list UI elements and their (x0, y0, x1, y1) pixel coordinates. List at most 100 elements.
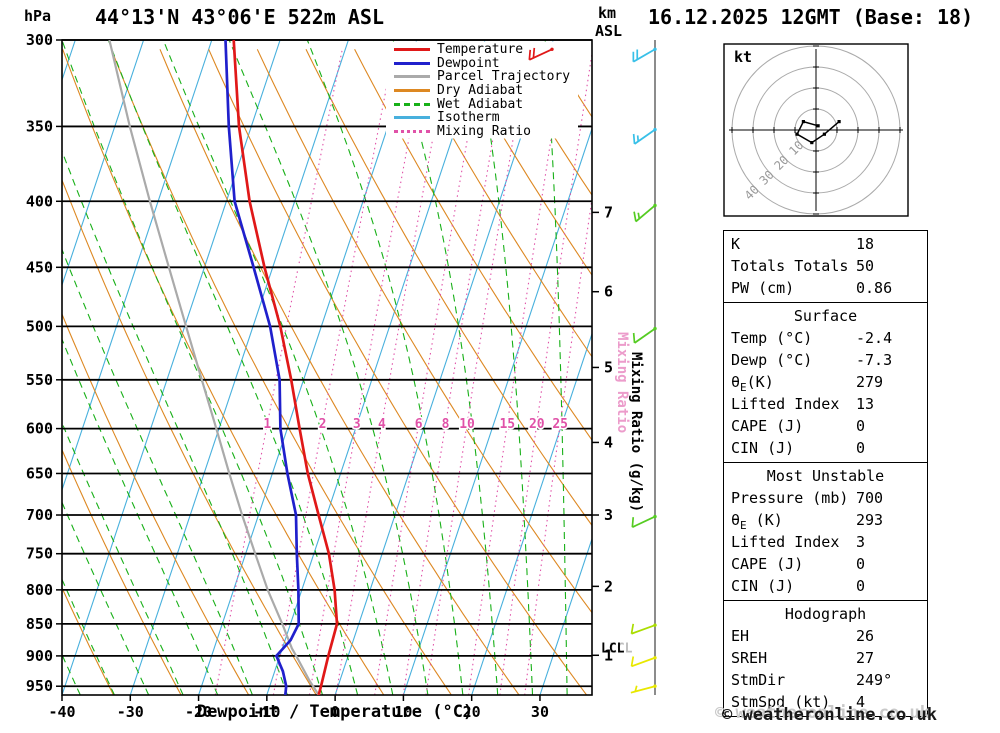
legend-swatch-solid (394, 61, 430, 65)
stat-row: Pressure (mb) 700 (724, 487, 927, 509)
wet-adiabat-lines (62, 40, 568, 695)
lcl-label: LCL (601, 641, 625, 656)
stat-value: 0 (856, 555, 866, 573)
temperature-tick-label: 30 (531, 703, 549, 721)
legend-swatch-dotted (394, 129, 430, 133)
parcel-trajectory-curve (108, 40, 320, 695)
pressure-label: 350 (26, 117, 53, 135)
stat-label: Lifted Index (731, 533, 840, 551)
stat-label: Dewp (°C) (731, 351, 813, 369)
stat-row: Lifted Index 3 (724, 531, 927, 553)
pressure-label: 800 (26, 581, 53, 599)
stat-label: EH (731, 627, 750, 645)
temperature-tick-label: -40 (48, 703, 75, 721)
mixing-ratio-value-label: 4 (378, 417, 386, 432)
legend-label: Isotherm (437, 110, 500, 126)
stat-row: SREH 27 (724, 647, 927, 669)
temperature-tick-label: 20 (463, 703, 481, 721)
stat-value: 3 (856, 533, 866, 551)
stat-label: PW (cm) (731, 279, 795, 297)
legend-item-dewpoint: Dewpoint (394, 57, 570, 71)
hodograph-trace (796, 120, 840, 144)
stat-row: CIN (J) 0 (724, 437, 927, 459)
legend-item-wet-adiabat: Wet Adiabat (394, 97, 570, 111)
pressure-label: 400 (26, 192, 53, 210)
stat-row: Totals Totals 50 (724, 255, 927, 277)
stat-label: Pressure (mb) (731, 489, 849, 507)
pressure-label: 900 (26, 647, 53, 665)
temperature-tick-label: -10 (253, 703, 280, 721)
stat-row: EH 26 (724, 625, 927, 647)
stat-label: θE (K) (731, 511, 783, 532)
legend-item-mixing-ratio: Mixing Ratio (394, 125, 570, 139)
km-tick-label: 2 (604, 577, 613, 595)
legend-label: Mixing Ratio (437, 123, 531, 139)
stat-row: Temp (°C) -2.4 (724, 327, 927, 349)
legend-label: Dry Adiabat (437, 83, 524, 99)
station-title: 44°13'N 43°06'E 522m ASL (95, 5, 384, 29)
km-tick-label: 6 (604, 283, 613, 301)
km-tick-label: 3 (604, 506, 613, 524)
mixing-ratio-value-label: 25 (552, 417, 568, 432)
stat-row: K 18 (724, 233, 927, 255)
hodograph-unit-label: kt (734, 48, 752, 66)
stat-row: CAPE (J) 0 (724, 553, 927, 575)
stat-row: θE(K) 279 (724, 371, 927, 394)
dry-adiabat-lines (62, 49, 592, 695)
km-tick-label: 7 (604, 203, 613, 221)
legend-swatch-solid (394, 116, 430, 120)
stat-value: 50 (856, 257, 875, 275)
stat-row: Dewp (°C) -7.3 (724, 349, 927, 371)
mixing-ratio-value-label: 20 (529, 417, 545, 432)
legend-label: Dewpoint (437, 55, 500, 71)
pressure-label: 600 (26, 420, 53, 438)
stat-value: 0 (856, 417, 866, 435)
stats-section-most-unstable: Most Unstable Pressure (mb) 700 θE (K) 293 Li… (724, 463, 927, 601)
mixing-ratio-axis-label: Mixing Ratio (g/kg) (628, 352, 644, 512)
stat-value: 27 (856, 649, 875, 667)
legend: Temperature Dewpoint Parcel Trajectory Dry … (388, 42, 576, 141)
km-axis: 7 6 5 4 3 2 1 (592, 203, 613, 664)
mixing-ratio-value-label: 6 (415, 417, 423, 432)
stat-value: 279 (856, 373, 884, 391)
copyright-watermark: © weatheronline.co.uk (715, 703, 930, 723)
km-tick-label: 1 (604, 646, 613, 664)
datetime-title: 16.12.2025 12GMT (Base: 18) (648, 5, 974, 29)
legend-swatch-solid (394, 48, 430, 52)
pressure-label: 300 (26, 31, 53, 49)
stat-label: CIN (J) (731, 439, 795, 457)
stats-section-indices: K 18 Totals Totals 50 PW (cm) 0.86 (724, 231, 927, 303)
pressure-label: 850 (26, 615, 53, 633)
pressure-label: 450 (26, 258, 53, 276)
stat-label: StmSpd (kt) (731, 693, 831, 711)
mixing-ratio-lines (214, 49, 592, 695)
stat-label: Temp (°C) (731, 329, 813, 347)
pressure-label: 950 (26, 677, 53, 695)
km-tick-label: 4 (604, 433, 613, 451)
stat-label: CAPE (J) (731, 417, 804, 435)
legend-item-parcel-trajectory: Parcel Trajectory (394, 70, 570, 84)
pressure-gridlines: 300 350 400 450 500 550 600 650 700 750 800 850 900 9… (26, 31, 592, 695)
mixing-ratio-value-label: 10 (459, 417, 475, 432)
legend-label: Wet Adiabat (437, 96, 524, 112)
pressure-label: 550 (26, 371, 53, 389)
stat-value: 4 (856, 693, 866, 711)
stat-label: SREH (731, 649, 768, 667)
altitude-axis-unit-asl: ASL (595, 22, 623, 40)
stat-value: 0 (856, 577, 866, 595)
stat-label: Lifted Index (731, 395, 840, 413)
stat-row: StmDir 249° (724, 669, 927, 691)
stat-row: Lifted Index 13 (724, 393, 927, 415)
stats-section-surface: Surface Temp (°C) -2.4 Dewp (°C) -7.3 θE(K) 27… (724, 303, 927, 463)
stats-table: K 18 Totals Totals 50 PW (cm) 0.86 Surface Temp… (723, 230, 928, 717)
temperature-axis: -40 -30 -20 -10 0 10 20 30 (48, 695, 549, 721)
wind-barb-column (528, 40, 657, 695)
km-tick-label: 5 (604, 358, 613, 376)
temperature-tick-label: 0 (331, 703, 340, 721)
stat-label: θE(K) (731, 373, 774, 394)
mixing-ratio-value-label: 15 (499, 417, 515, 432)
pressure-axis-unit: hPa (24, 7, 52, 25)
